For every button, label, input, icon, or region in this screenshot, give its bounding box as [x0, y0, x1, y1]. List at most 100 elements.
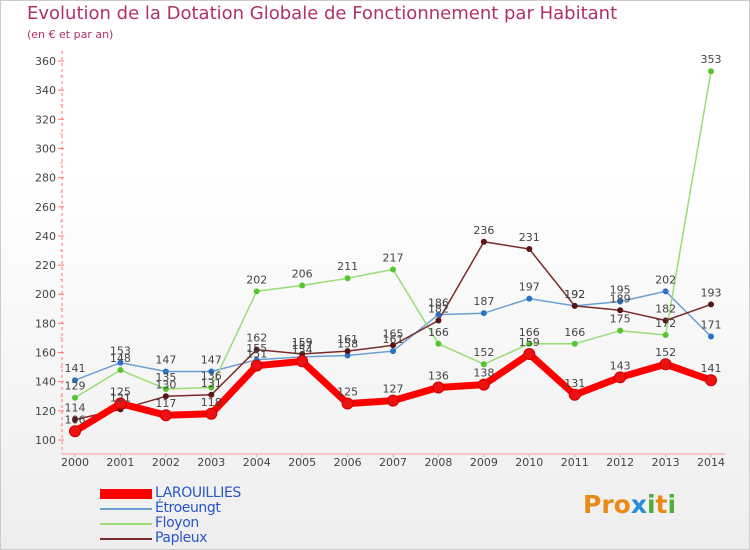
data-label: 147: [201, 353, 222, 366]
data-label: 166: [428, 326, 449, 339]
legend-label: Floyon: [155, 515, 199, 531]
data-label: 148: [110, 352, 131, 365]
x-tick-label: 2005: [288, 456, 316, 469]
data-label: 152: [655, 346, 676, 359]
data-point: [72, 416, 78, 423]
data-point: [344, 275, 351, 282]
y-tick-label: 320: [35, 113, 56, 126]
data-point: [435, 311, 442, 318]
data-label: 153: [110, 345, 131, 358]
data-label: 121: [110, 391, 131, 404]
data-point: [117, 359, 124, 366]
data-point: [526, 295, 533, 302]
data-point: [708, 333, 715, 340]
x-tick-label: 2008: [424, 456, 452, 469]
data-label: 182: [428, 302, 449, 315]
logo-part: t: [655, 490, 668, 519]
data-point: [390, 266, 397, 273]
data-label: 147: [155, 353, 176, 366]
data-point: [344, 348, 351, 355]
data-label: 171: [701, 319, 722, 332]
y-tick-label: 260: [35, 201, 56, 214]
legend: LAROUILLIES Étroeungt Floyon Papleux: [100, 486, 241, 546]
data-point: [159, 409, 172, 422]
data-label: 152: [473, 346, 494, 359]
data-label: 187: [473, 295, 494, 308]
y-tick-label: 300: [35, 142, 56, 155]
data-point: [480, 361, 487, 368]
data-point: [208, 391, 215, 398]
data-point: [708, 301, 715, 308]
data-point: [617, 298, 624, 305]
proxiti-logo: Proxiti: [583, 490, 676, 519]
data-point: [299, 282, 306, 289]
data-label: 166: [519, 326, 540, 339]
logo-part: i: [646, 490, 656, 519]
data-label: 161: [337, 333, 358, 346]
data-label: 165: [383, 327, 404, 340]
data-point: [480, 238, 487, 245]
data-point: [250, 359, 263, 372]
x-tick-label: 2006: [334, 456, 362, 469]
x-tick-label: 2004: [243, 456, 271, 469]
data-label: 117: [155, 397, 176, 410]
data-label: 206: [292, 267, 313, 280]
data-label: 118: [201, 396, 222, 409]
data-point: [614, 371, 627, 384]
data-label: 159: [292, 336, 313, 349]
data-point: [390, 342, 397, 349]
data-point: [480, 310, 487, 317]
y-tick-label: 200: [35, 288, 56, 301]
data-label: 158: [337, 337, 358, 350]
y-tick-label: 240: [35, 230, 56, 243]
data-point: [526, 246, 533, 253]
series-markers: [69, 68, 718, 438]
data-label: 106: [65, 413, 86, 426]
x-tick-label: 2012: [606, 456, 634, 469]
data-label: 197: [519, 281, 540, 294]
data-point: [162, 393, 169, 400]
data-label: 130: [155, 378, 176, 391]
y-tick-label: 360: [35, 55, 56, 68]
data-point: [617, 327, 624, 334]
legend-item-larouillies: LAROUILLIES: [100, 486, 241, 501]
legend-item-papleux: Papleux: [100, 531, 241, 546]
x-tick-label: 2010: [515, 456, 543, 469]
x-tick-label: 2014: [697, 456, 725, 469]
data-point: [571, 302, 578, 309]
data-label: 141: [65, 362, 86, 375]
data-point: [344, 352, 351, 359]
data-point: [477, 378, 490, 391]
data-label: 353: [701, 53, 722, 66]
legend-label: Papleux: [155, 530, 208, 546]
data-label: 114: [65, 402, 86, 415]
data-point: [662, 317, 669, 324]
logo-part: i: [667, 490, 677, 519]
x-tick-label: 2013: [652, 456, 680, 469]
data-point: [69, 425, 81, 438]
data-label: 155: [246, 342, 267, 355]
legend-item-floyon: Floyon: [100, 516, 241, 531]
legend-item-etroeungt: Étroeungt: [100, 501, 241, 516]
data-point: [659, 358, 672, 371]
x-tick-label: 2011: [561, 456, 589, 469]
y-tick-label: 100: [35, 434, 56, 447]
data-label: 193: [701, 286, 722, 299]
data-label: 186: [428, 297, 449, 310]
data-point: [432, 381, 445, 394]
data-label: 175: [610, 313, 631, 326]
data-point: [568, 388, 581, 401]
data-point: [117, 367, 124, 374]
data-point: [208, 368, 215, 375]
data-point: [253, 288, 260, 295]
data-label: 159: [519, 336, 540, 349]
y-tick-label: 120: [35, 405, 56, 418]
data-point: [114, 397, 127, 410]
data-point: [526, 340, 533, 347]
data-label: 154: [292, 343, 313, 356]
data-point: [253, 346, 260, 353]
data-point: [435, 340, 442, 347]
y-tick-label: 160: [35, 347, 56, 360]
data-label: 217: [383, 251, 404, 264]
